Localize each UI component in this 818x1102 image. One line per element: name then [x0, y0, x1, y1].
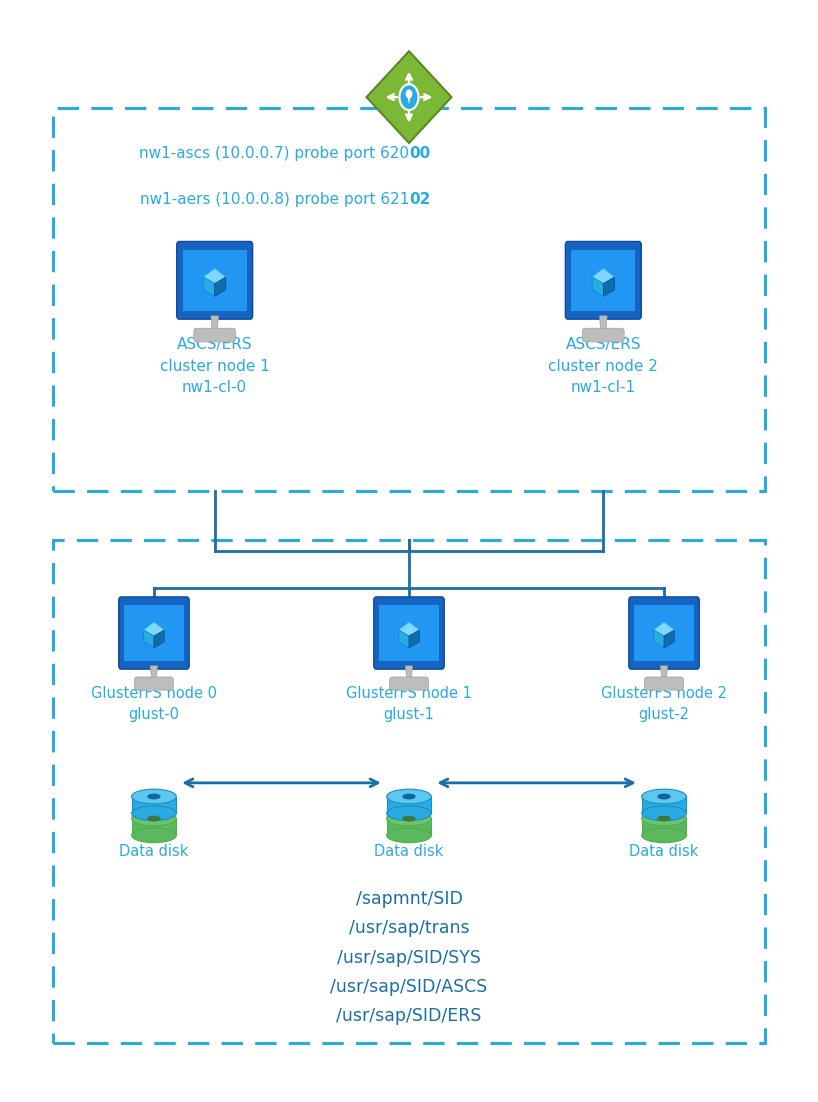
Ellipse shape	[641, 789, 686, 803]
Polygon shape	[144, 623, 164, 636]
FancyBboxPatch shape	[645, 677, 684, 690]
FancyBboxPatch shape	[571, 250, 636, 311]
FancyBboxPatch shape	[132, 797, 177, 813]
FancyBboxPatch shape	[194, 328, 236, 342]
Polygon shape	[592, 269, 614, 283]
Polygon shape	[204, 269, 226, 283]
Polygon shape	[654, 623, 674, 636]
FancyBboxPatch shape	[134, 677, 173, 690]
Text: Data disk: Data disk	[629, 844, 699, 860]
Text: 02: 02	[409, 193, 430, 207]
Ellipse shape	[387, 789, 431, 803]
Text: ASCS/ERS
cluster node 2
nw1-cl-1: ASCS/ERS cluster node 2 nw1-cl-1	[548, 337, 658, 396]
FancyBboxPatch shape	[374, 597, 444, 669]
FancyBboxPatch shape	[177, 241, 253, 320]
Polygon shape	[409, 630, 419, 648]
Text: 00: 00	[409, 147, 430, 162]
FancyBboxPatch shape	[380, 605, 438, 661]
FancyBboxPatch shape	[635, 605, 694, 661]
Polygon shape	[204, 277, 214, 296]
Ellipse shape	[387, 828, 431, 843]
Text: /sapmnt/SID
/usr/sap/trans
/usr/sap/SID/SYS
/usr/sap/SID/ASCS
/usr/sap/SID/ERS: /sapmnt/SID /usr/sap/trans /usr/sap/SID/…	[330, 890, 488, 1025]
Ellipse shape	[132, 811, 177, 825]
Ellipse shape	[641, 811, 686, 825]
Ellipse shape	[132, 806, 177, 821]
Polygon shape	[144, 630, 154, 648]
FancyBboxPatch shape	[565, 241, 641, 320]
Polygon shape	[407, 94, 411, 105]
Polygon shape	[366, 51, 452, 143]
FancyBboxPatch shape	[387, 797, 431, 813]
FancyBboxPatch shape	[641, 797, 686, 813]
Ellipse shape	[658, 815, 671, 821]
Polygon shape	[654, 630, 664, 648]
Circle shape	[399, 84, 419, 110]
FancyBboxPatch shape	[182, 250, 247, 311]
Polygon shape	[406, 666, 412, 680]
Polygon shape	[592, 277, 604, 296]
FancyBboxPatch shape	[124, 605, 183, 661]
Circle shape	[406, 89, 412, 98]
Polygon shape	[154, 630, 164, 648]
Bar	[52, 108, 766, 490]
Polygon shape	[151, 666, 157, 680]
Polygon shape	[661, 666, 667, 680]
Polygon shape	[600, 316, 607, 332]
Polygon shape	[399, 630, 409, 648]
Polygon shape	[664, 630, 674, 648]
FancyBboxPatch shape	[629, 597, 699, 669]
Text: GlusterFS node 2
glust-2: GlusterFS node 2 glust-2	[601, 685, 727, 722]
Ellipse shape	[147, 815, 160, 821]
Text: Data disk: Data disk	[119, 844, 189, 860]
Ellipse shape	[387, 811, 431, 825]
Ellipse shape	[132, 789, 177, 803]
Ellipse shape	[658, 793, 671, 799]
Ellipse shape	[402, 815, 416, 821]
Ellipse shape	[641, 806, 686, 821]
FancyBboxPatch shape	[387, 819, 431, 835]
Ellipse shape	[387, 806, 431, 821]
FancyBboxPatch shape	[641, 819, 686, 835]
Text: GlusterFS node 1
glust-1: GlusterFS node 1 glust-1	[346, 685, 472, 722]
Bar	[52, 540, 766, 1044]
FancyBboxPatch shape	[389, 677, 429, 690]
FancyBboxPatch shape	[119, 597, 189, 669]
FancyBboxPatch shape	[582, 328, 624, 342]
Ellipse shape	[147, 793, 160, 799]
Polygon shape	[214, 277, 226, 296]
Polygon shape	[211, 316, 218, 332]
Text: nw1-aers (10.0.0.8) probe port 621: nw1-aers (10.0.0.8) probe port 621	[140, 193, 409, 207]
FancyBboxPatch shape	[132, 819, 177, 835]
Text: Data disk: Data disk	[375, 844, 443, 860]
Polygon shape	[399, 623, 419, 636]
Text: nw1-ascs (10.0.0.7) probe port 620: nw1-ascs (10.0.0.7) probe port 620	[139, 147, 409, 162]
Ellipse shape	[402, 793, 416, 799]
Ellipse shape	[641, 828, 686, 843]
Ellipse shape	[132, 828, 177, 843]
Text: ASCS/ERS
cluster node 1
nw1-cl-0: ASCS/ERS cluster node 1 nw1-cl-0	[160, 337, 270, 396]
Text: GlusterFS node 0
glust-0: GlusterFS node 0 glust-0	[91, 685, 217, 722]
Polygon shape	[604, 277, 614, 296]
